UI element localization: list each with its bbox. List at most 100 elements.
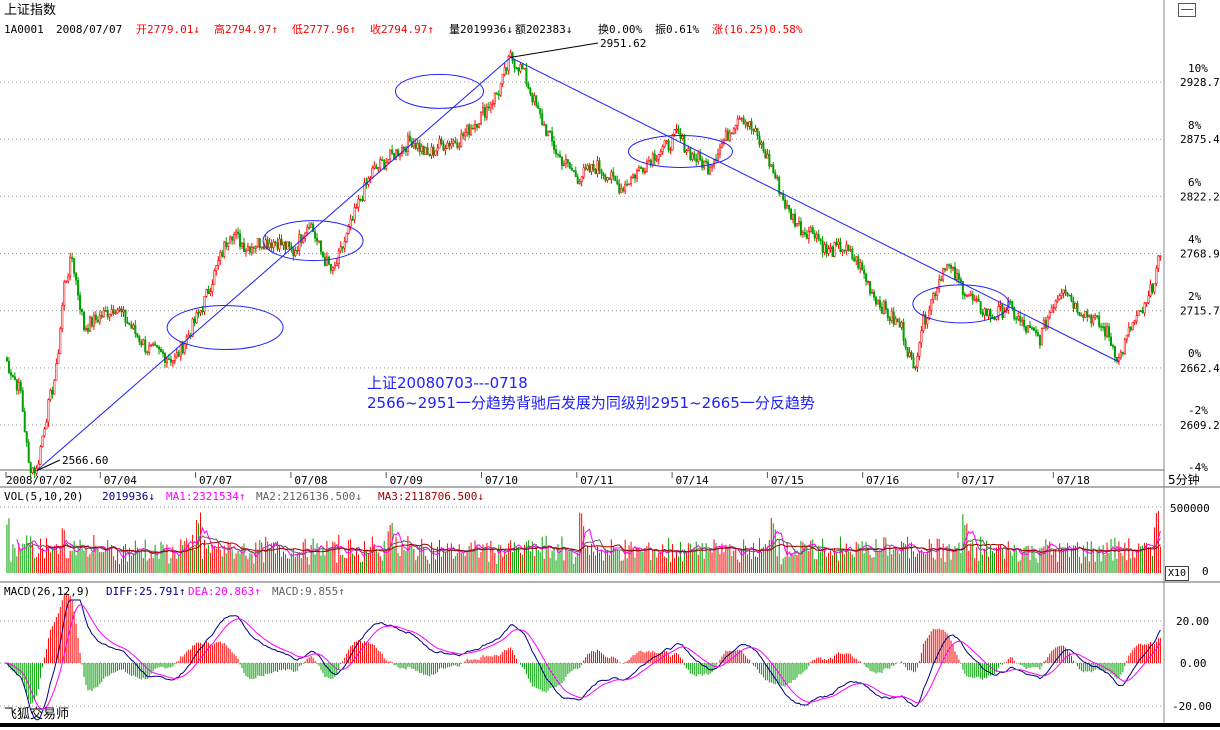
candle-body xyxy=(695,158,698,162)
candle-body xyxy=(1036,332,1039,336)
candle-body xyxy=(61,304,64,330)
candle-body xyxy=(209,291,212,294)
candle-body xyxy=(1133,320,1136,323)
candle-body xyxy=(580,176,583,182)
macd-tick-20: 20.00 xyxy=(1176,615,1209,628)
candle-body xyxy=(241,242,244,247)
candle-body xyxy=(770,164,773,167)
candle-body xyxy=(1113,346,1116,358)
candle-body xyxy=(343,241,346,249)
candle-body xyxy=(276,242,279,250)
candle-body xyxy=(472,127,475,130)
candle-body xyxy=(187,334,190,338)
candle-body xyxy=(150,344,153,347)
candle-body xyxy=(400,146,403,155)
candle-body xyxy=(41,435,44,447)
candle-body xyxy=(948,264,951,267)
candle-body xyxy=(148,345,151,353)
candle-body xyxy=(1143,302,1146,314)
x-label: 07/16 xyxy=(866,474,899,487)
candle-body xyxy=(84,328,87,331)
annotation-line-1: 上证20080703---0718 xyxy=(367,374,528,392)
candle-body xyxy=(849,249,852,251)
candle-body xyxy=(335,263,338,267)
candle-body xyxy=(645,161,648,172)
trend-line xyxy=(36,57,511,472)
candle-body xyxy=(476,123,479,128)
candle-body xyxy=(932,293,935,300)
candle-body xyxy=(531,93,534,103)
candle-body xyxy=(699,152,702,160)
candle-body xyxy=(624,183,627,192)
candle-body xyxy=(420,145,423,153)
turnover-value: 换0.00% xyxy=(598,22,642,36)
candle-body xyxy=(884,301,887,310)
candle-body xyxy=(479,111,482,125)
period-label[interactable]: 5分钟 xyxy=(1168,472,1200,487)
candle-body xyxy=(29,462,32,474)
candle-body xyxy=(596,160,599,175)
candle-body xyxy=(470,127,473,136)
x-label: 07/08 xyxy=(294,474,327,487)
volume-value: 量2019936↓ xyxy=(449,23,513,36)
candle-body xyxy=(361,199,364,201)
candle-body xyxy=(920,330,923,344)
candle-body xyxy=(167,358,170,361)
candle-body xyxy=(477,123,480,128)
candle-body xyxy=(25,431,28,443)
candle-body xyxy=(975,298,978,301)
candle-body xyxy=(126,321,129,324)
candle-body xyxy=(353,207,356,220)
x10-button[interactable]: X10 xyxy=(1165,566,1189,581)
candle-body xyxy=(811,227,814,234)
candle-body xyxy=(1064,289,1067,294)
high-leader xyxy=(510,42,599,58)
candle-body xyxy=(235,231,238,235)
candle-body xyxy=(359,198,362,201)
candle-body xyxy=(503,67,506,75)
candle-body xyxy=(819,238,822,242)
candle-body xyxy=(701,159,704,169)
window-toggle-icon[interactable] xyxy=(1178,3,1196,17)
candle-body xyxy=(1056,298,1059,302)
candle-body xyxy=(1023,319,1026,327)
candle-body xyxy=(894,318,897,325)
candle-body xyxy=(1145,302,1148,304)
candle-body xyxy=(533,95,536,103)
candle-body xyxy=(258,238,261,249)
candle-body xyxy=(1019,316,1022,322)
x-label: 2008/07/02 xyxy=(6,474,72,487)
candle-body xyxy=(758,135,761,145)
candle-body xyxy=(389,149,392,160)
macd-panel xyxy=(0,592,1164,721)
candle-body xyxy=(1052,307,1055,310)
candle-body xyxy=(501,73,504,85)
candle-body xyxy=(422,145,425,155)
candle-body xyxy=(566,159,569,164)
candle-body xyxy=(11,374,14,377)
candle-body xyxy=(45,421,48,430)
candle-body xyxy=(53,379,56,395)
candle-body xyxy=(855,256,858,262)
candle-body xyxy=(793,213,796,227)
candle-body xyxy=(1104,326,1107,337)
x-label: 07/14 xyxy=(676,474,709,487)
candle-body xyxy=(837,241,840,245)
candle-body xyxy=(260,246,263,249)
candle-body xyxy=(130,324,133,329)
candle-body xyxy=(608,177,611,180)
vol-current: 2019936↓ xyxy=(102,490,155,503)
candle-body xyxy=(39,446,42,465)
candle-body xyxy=(951,266,954,269)
low-price: 低2777.96↑ xyxy=(292,23,356,36)
candle-body xyxy=(898,321,901,328)
candle-body xyxy=(594,169,597,175)
candle-body xyxy=(63,281,66,306)
vol-ma1: MA1:2321534↑ xyxy=(166,490,245,503)
candle-body xyxy=(288,241,291,247)
candle-body xyxy=(377,167,380,170)
candle-body xyxy=(1068,294,1071,297)
candle-body xyxy=(454,140,457,144)
candle-body xyxy=(509,52,512,57)
candle-body xyxy=(1040,328,1043,346)
